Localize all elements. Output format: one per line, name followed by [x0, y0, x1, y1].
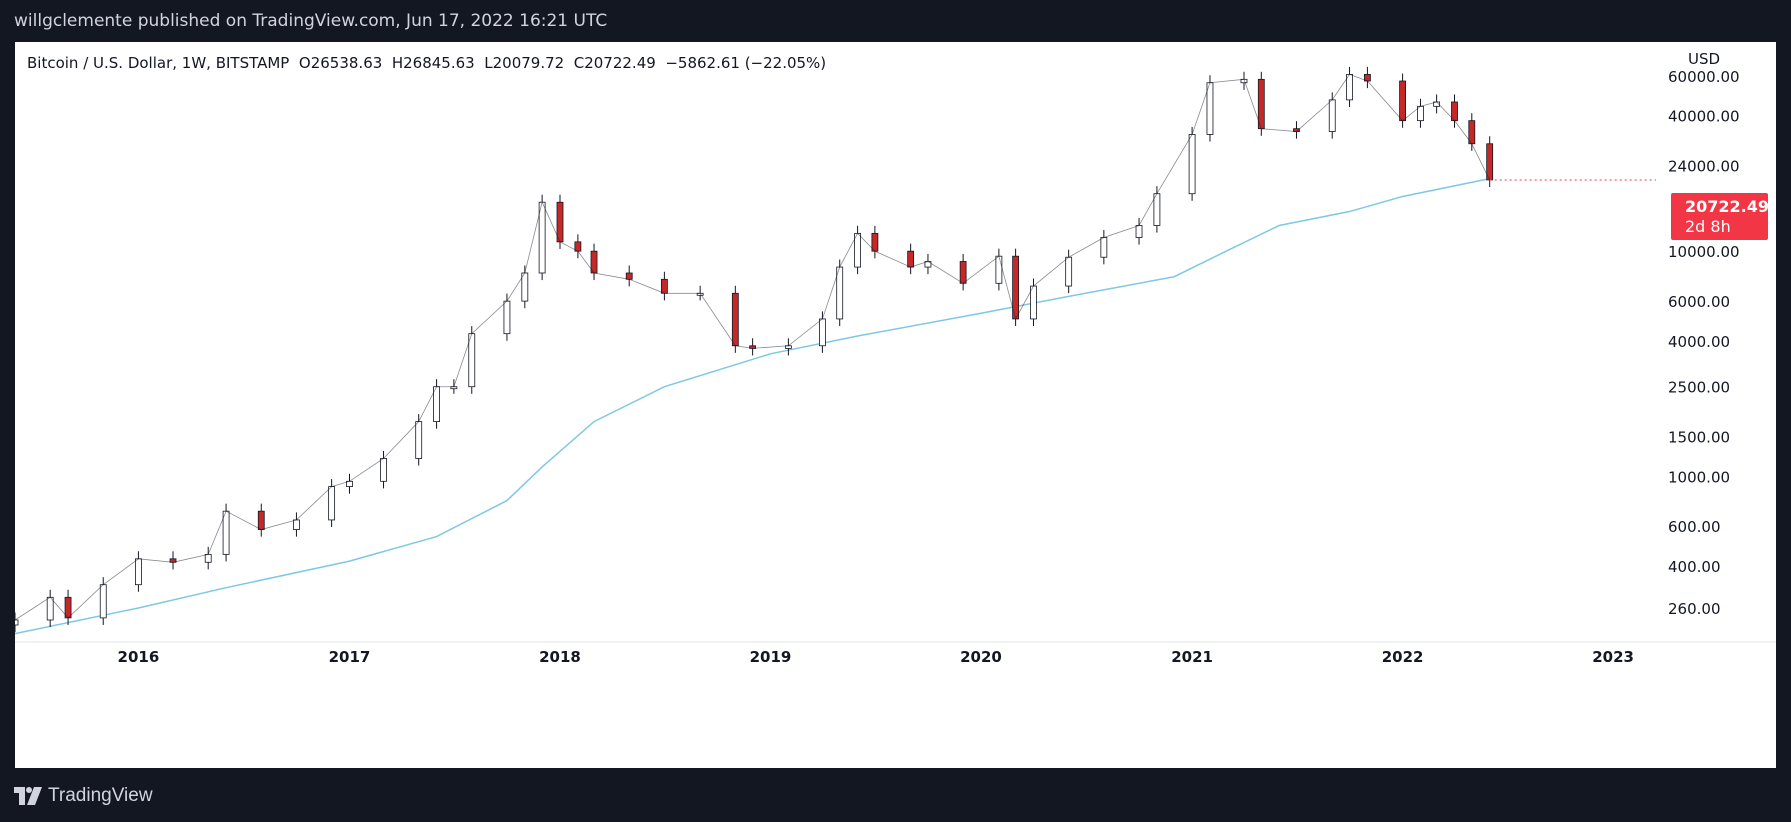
- publish-header: willgclemente published on TradingView.c…: [0, 0, 1791, 42]
- candle-body: [222, 510, 230, 555]
- y-tick-label: 2500.00: [1668, 379, 1730, 397]
- candle-body: [556, 201, 564, 243]
- x-tick-label: 2016: [118, 648, 160, 666]
- brand-name: TradingView: [48, 785, 153, 806]
- candle-body: [819, 318, 826, 347]
- x-tick-label: 2022: [1382, 648, 1424, 666]
- tradingview-brand[interactable]: TradingView: [14, 785, 153, 807]
- y-tick-label: 260.00: [1668, 600, 1721, 618]
- x-tick-label: 2020: [960, 648, 1002, 666]
- candle-body: [1100, 237, 1108, 258]
- candle-body: [135, 558, 142, 586]
- axis-currency-label: USD: [1688, 50, 1721, 68]
- y-tick-label: 6000.00: [1668, 293, 1730, 311]
- y-tick-label: 10000.00: [1668, 243, 1740, 261]
- y-tick-label: 400.00: [1668, 558, 1721, 576]
- y-tick-label: 60000.00: [1668, 68, 1740, 86]
- last-price: 20722.49: [1685, 197, 1770, 216]
- candle-body: [99, 584, 107, 619]
- tradingview-logo-icon: [14, 787, 42, 805]
- y-tick-label: 1500.00: [1668, 429, 1730, 447]
- candle-body: [1030, 285, 1037, 320]
- chart-area[interactable]: 260.00 400.00 600.00 1000.00 1500.00 2500.00 4…: [15, 42, 1776, 768]
- candle-body: [1257, 78, 1265, 130]
- candle-body: [1065, 256, 1073, 287]
- price-chart[interactable]: 260.00 400.00 600.00 1000.00 1500.00 2500.00 4…: [15, 42, 1776, 768]
- candle-body: [1153, 193, 1161, 226]
- candle-body: [64, 596, 72, 619]
- y-tick-label: 1000.00: [1668, 468, 1730, 486]
- y-tick-label: 40000.00: [1668, 108, 1740, 126]
- candle-body: [1135, 225, 1143, 238]
- y-tick-label: 4000.00: [1668, 333, 1730, 351]
- candle-body: [854, 232, 861, 268]
- candle-body: [1451, 101, 1458, 122]
- candle-body: [836, 266, 844, 320]
- ohlc-high: H26845.63: [391, 54, 475, 72]
- candle-body: [625, 272, 633, 280]
- ohlc-close: C20722.49: [573, 54, 656, 72]
- candle-body: [731, 292, 739, 347]
- candle-body: [521, 272, 529, 302]
- candle-body: [538, 201, 546, 274]
- x-tick-label: 2019: [750, 648, 792, 666]
- candle-body: [415, 421, 423, 459]
- candle-body: [1328, 99, 1336, 132]
- price-path: [15, 73, 1491, 621]
- moving-average-line: [15, 177, 1490, 635]
- ohlc-change: −5862.61 (−22.05%): [665, 54, 827, 72]
- candle-body: [204, 553, 212, 563]
- candle-body: [1486, 143, 1494, 181]
- candle-body: [660, 278, 668, 294]
- candle-body: [15, 619, 19, 626]
- x-tick-label: 2018: [539, 648, 581, 666]
- candle-body: [328, 486, 336, 521]
- y-tick-label: 600.00: [1668, 518, 1721, 536]
- symbol-legend: Bitcoin / U.S. Dollar, 1W, BITSTAMP O265…: [27, 54, 826, 72]
- x-tick-label: 2017: [329, 648, 371, 666]
- x-tick-label: 2021: [1171, 648, 1213, 666]
- candle-body: [995, 255, 1003, 284]
- symbol-name: Bitcoin / U.S. Dollar, 1W, BITSTAMP: [27, 54, 290, 72]
- candle-body: [503, 300, 511, 335]
- bar-countdown: 2d 8h: [1685, 217, 1731, 236]
- ohlc-low: L20079.72: [484, 54, 565, 72]
- candle-body: [468, 333, 476, 388]
- candle-body: [959, 261, 967, 284]
- candle-body: [293, 519, 300, 530]
- candle-body: [907, 250, 915, 268]
- candle-body: [1346, 73, 1353, 101]
- candle-body: [1206, 82, 1214, 135]
- candle-body: [46, 596, 54, 621]
- candle-body: [257, 510, 265, 530]
- candle-body: [380, 458, 387, 482]
- candle-body: [1188, 134, 1196, 195]
- footer: TradingView: [0, 768, 1791, 822]
- x-tick-label: 2023: [1592, 648, 1634, 666]
- ohlc-open: O26538.63: [298, 54, 383, 72]
- publish-info: willgclemente published on TradingView.c…: [14, 11, 608, 31]
- candle-body: [433, 386, 440, 422]
- last-price-tag: 20722.49 2d 8h: [1671, 193, 1770, 240]
- y-tick-label: 24000.00: [1668, 158, 1740, 176]
- candle-body: [1399, 80, 1406, 122]
